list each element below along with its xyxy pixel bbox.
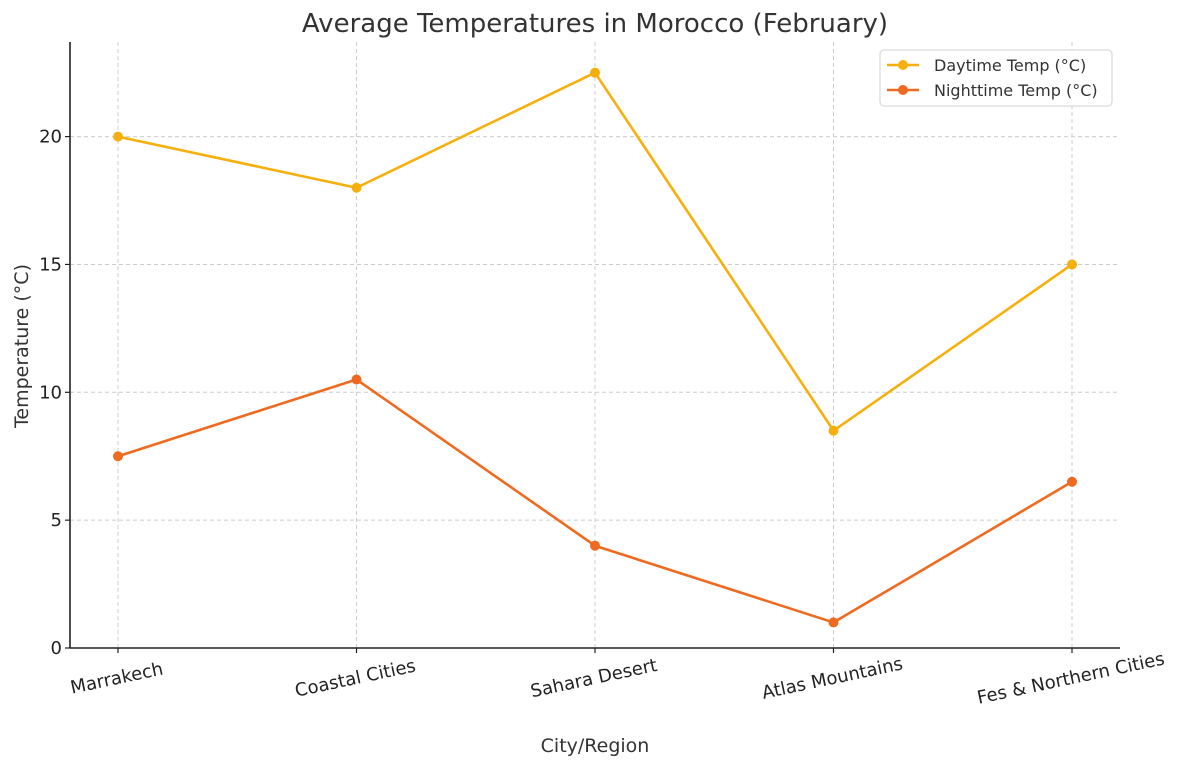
legend-marker bbox=[898, 60, 908, 70]
y-axis-ticks: 0 5 10 15 20 bbox=[39, 127, 70, 659]
y-tick-label: 20 bbox=[39, 127, 62, 148]
x-axis-label: City/Region bbox=[541, 735, 650, 757]
y-tick-label: 0 bbox=[51, 638, 62, 659]
data-point bbox=[1067, 259, 1077, 270]
data-point bbox=[1067, 476, 1077, 487]
legend-label: Nighttime Temp (°C) bbox=[934, 81, 1098, 100]
data-point bbox=[590, 67, 600, 78]
chart-title: Average Temperatures in Morocco (Februar… bbox=[302, 9, 888, 39]
y-tick-label: 10 bbox=[39, 382, 62, 403]
x-tick-label: Fes & Northern Cities bbox=[975, 648, 1166, 708]
grid bbox=[70, 42, 1120, 649]
legend-label: Daytime Temp (°C) bbox=[934, 56, 1086, 75]
data-point bbox=[113, 451, 123, 462]
x-tick-label: Sahara Desert bbox=[529, 655, 659, 702]
data-point bbox=[590, 540, 600, 551]
y-tick-label: 5 bbox=[51, 510, 62, 531]
y-tick-label: 15 bbox=[39, 254, 62, 275]
legend-box bbox=[879, 49, 1113, 107]
legend-marker bbox=[898, 85, 908, 95]
y-axis-label: Temperature (°C) bbox=[11, 264, 33, 429]
data-point bbox=[828, 425, 839, 436]
data-point bbox=[828, 617, 839, 628]
x-tick-label: Atlas Mountains bbox=[760, 653, 905, 703]
x-axis-ticks: Marrakech Coastal Cities Sahara Desert Atla… bbox=[69, 648, 1166, 709]
x-tick-label: Marrakech bbox=[69, 659, 166, 699]
x-tick-label: Coastal Cities bbox=[293, 656, 418, 702]
data-point bbox=[351, 182, 362, 193]
data-point bbox=[351, 374, 362, 385]
series-layer bbox=[113, 67, 1077, 628]
legend: Daytime Temp (°C) Nighttime Temp (°C) bbox=[879, 49, 1113, 107]
data-point bbox=[113, 131, 123, 142]
